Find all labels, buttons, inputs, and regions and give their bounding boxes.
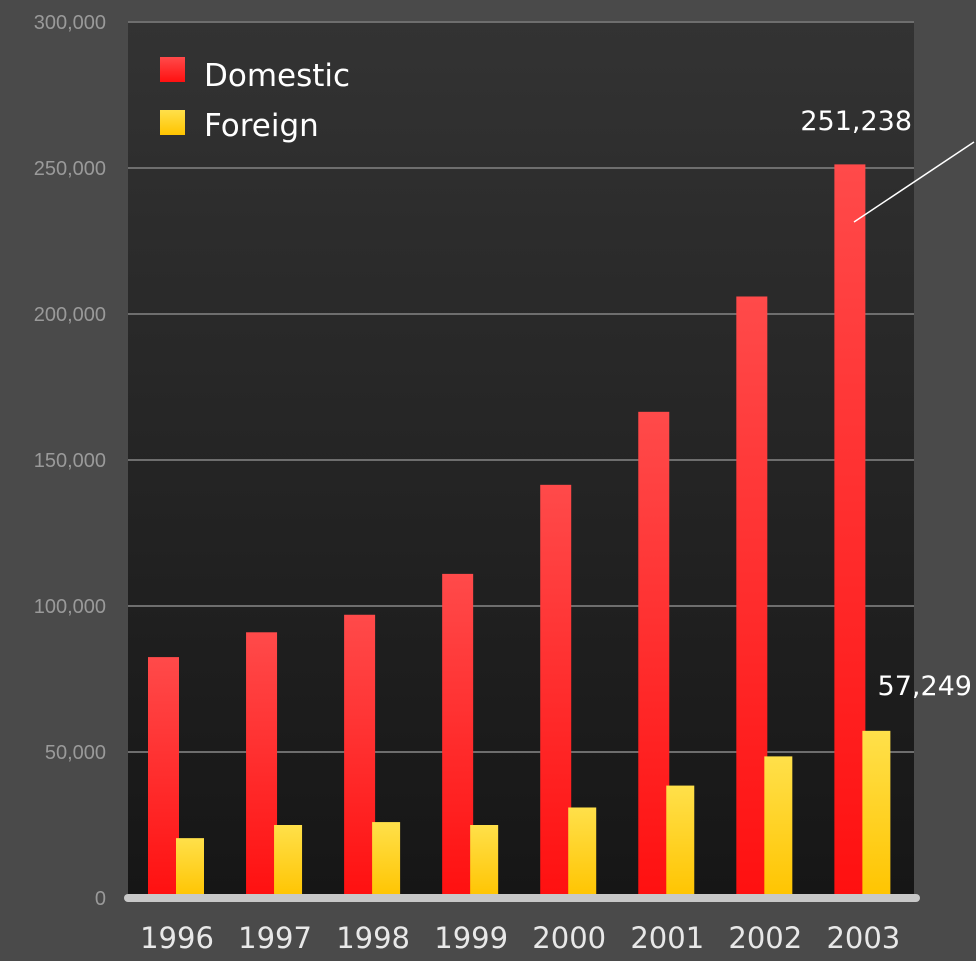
bar-domestic-1997 bbox=[246, 632, 278, 898]
bar-domestic-2003 bbox=[834, 164, 866, 899]
bar-domestic-2001 bbox=[638, 411, 670, 898]
bar-foreign-2002 bbox=[764, 756, 793, 898]
legend: Domestic Foreign bbox=[160, 57, 350, 144]
bar-foreign-2000 bbox=[568, 807, 597, 898]
bar-foreign-1997 bbox=[274, 825, 303, 898]
y-tick-label: 150,000 bbox=[34, 450, 106, 472]
x-tick-label: 2002 bbox=[728, 921, 802, 955]
bar-foreign-1998 bbox=[372, 822, 401, 898]
y-tick-label: 100,000 bbox=[34, 596, 106, 618]
x-tick-label: 1998 bbox=[336, 921, 410, 955]
legend-swatch-foreign bbox=[160, 110, 185, 135]
y-tick-label: 50,000 bbox=[45, 742, 106, 764]
y-tick-label: 200,000 bbox=[34, 304, 106, 326]
annotations: 251,238 57,249 bbox=[800, 106, 975, 702]
callout-domestic-2003: 251,238 bbox=[800, 106, 912, 137]
bar-foreign-2001 bbox=[666, 785, 695, 898]
y-tick-label: 250,000 bbox=[34, 158, 106, 180]
x-tick-label: 2000 bbox=[532, 921, 606, 955]
bar-domestic-1996 bbox=[148, 657, 179, 898]
bar-domestic-2002 bbox=[736, 296, 768, 899]
x-tick-label: 2003 bbox=[826, 921, 900, 955]
bar-domestic-1998 bbox=[344, 614, 376, 898]
y-tick-label: 300,000 bbox=[34, 12, 106, 34]
x-tick-label: 1997 bbox=[238, 921, 312, 955]
legend-swatch-domestic bbox=[160, 57, 185, 82]
legend-label-foreign: Foreign bbox=[204, 108, 319, 144]
y-axis-ticks: 0 50,000 100,000 150,000 200,000 250,000 300,0… bbox=[34, 12, 106, 910]
bar-foreign-2003 bbox=[862, 730, 891, 898]
bar-domestic-2000 bbox=[540, 484, 572, 898]
callout-foreign-2003: 57,249 bbox=[878, 671, 972, 702]
bars bbox=[148, 164, 891, 899]
x-tick-label: 1999 bbox=[434, 921, 508, 955]
x-tick-label: 2001 bbox=[630, 921, 704, 955]
bar-foreign-1999 bbox=[470, 825, 499, 898]
bar-domestic-1999 bbox=[442, 573, 474, 898]
legend-label-domestic: Domestic bbox=[204, 58, 350, 94]
x-axis-ticks: 1996 1997 1998 1999 2000 2001 2002 2003 bbox=[140, 921, 900, 955]
y-tick-label: 0 bbox=[95, 888, 106, 910]
callout-leader-line bbox=[853, 141, 975, 223]
bar-foreign-1996 bbox=[176, 838, 204, 898]
x-tick-label: 1996 bbox=[140, 921, 214, 955]
